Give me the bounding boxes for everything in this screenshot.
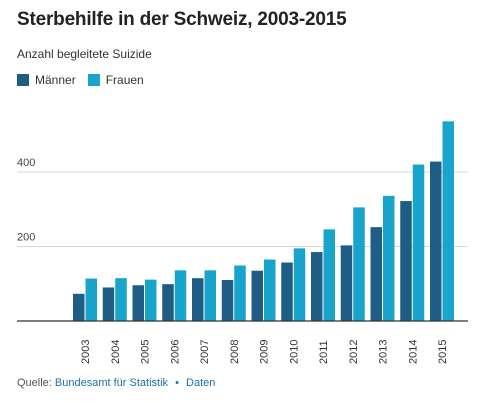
x-tick-label: 2012	[348, 340, 360, 364]
bar-maenner	[400, 201, 412, 321]
data-link[interactable]: Daten	[186, 377, 216, 389]
legend-item-frauen[interactable]: Frauen	[87, 73, 144, 87]
x-tick-label: 2009	[259, 340, 271, 364]
bar-maenner	[281, 262, 293, 321]
x-tick-label: 2005	[140, 340, 152, 364]
bar-frauen	[145, 279, 157, 321]
x-tick-label: 2006	[169, 340, 181, 364]
bar-frauen	[204, 270, 216, 321]
bar-maenner	[340, 245, 353, 321]
y-tick-label: 200	[17, 232, 35, 244]
x-tick-label: 2014	[407, 340, 419, 364]
x-tick-label: 2010	[288, 340, 300, 364]
bar-maenner	[102, 287, 115, 321]
legend-item-maenner[interactable]: Männer	[17, 73, 76, 87]
bar-maenner	[192, 278, 204, 321]
bar-maenner	[430, 161, 442, 321]
legend-swatch-maenner	[17, 74, 29, 86]
legend-swatch-frauen	[87, 74, 100, 86]
legend-label-frauen: Frauen	[105, 73, 144, 87]
bar-frauen	[85, 278, 97, 321]
x-tick-label: 2003	[80, 340, 92, 364]
bar-maenner	[311, 252, 323, 321]
bar-maenner	[162, 284, 174, 321]
y-tick-label: 400	[17, 157, 35, 169]
source-footer: Quelle: Bundesamt für Statistik • Daten	[17, 377, 215, 389]
bar-frauen	[323, 229, 335, 321]
bar-maenner	[221, 280, 234, 321]
x-tick-label: 2015	[437, 340, 449, 364]
x-tick-label: 2011	[318, 340, 330, 364]
bar-maenner	[251, 270, 263, 321]
bar-frauen	[293, 248, 306, 321]
bar-maenner	[132, 285, 144, 321]
x-tick-label: 2013	[378, 340, 390, 364]
bar-frauen	[234, 265, 246, 321]
x-tick-label: 2008	[229, 340, 241, 364]
bar-frauen	[174, 270, 187, 321]
chart-title: Sterbehilfe in der Schweiz, 2003-2015	[17, 9, 347, 30]
bar-frauen	[383, 195, 395, 321]
bar-maenner	[370, 227, 382, 321]
legend-label-maenner: Männer	[35, 73, 76, 87]
bar-frauen	[264, 259, 276, 321]
bar-frauen	[353, 207, 365, 321]
bar-maenner	[73, 293, 85, 321]
bar-frauen	[412, 164, 425, 321]
chart-subtitle: Anzahl begleitete Suizide	[17, 47, 152, 61]
legend: Männer Frauen	[17, 73, 156, 87]
source-link[interactable]: Bundesamt für Statistik	[54, 377, 169, 389]
x-tick-label: 2007	[199, 340, 211, 364]
source-separator: •	[175, 377, 179, 389]
bar-frauen	[115, 278, 127, 321]
x-tick-label: 2004	[110, 340, 122, 364]
bar-frauen	[442, 121, 454, 321]
source-prefix: Quelle:	[17, 377, 52, 389]
